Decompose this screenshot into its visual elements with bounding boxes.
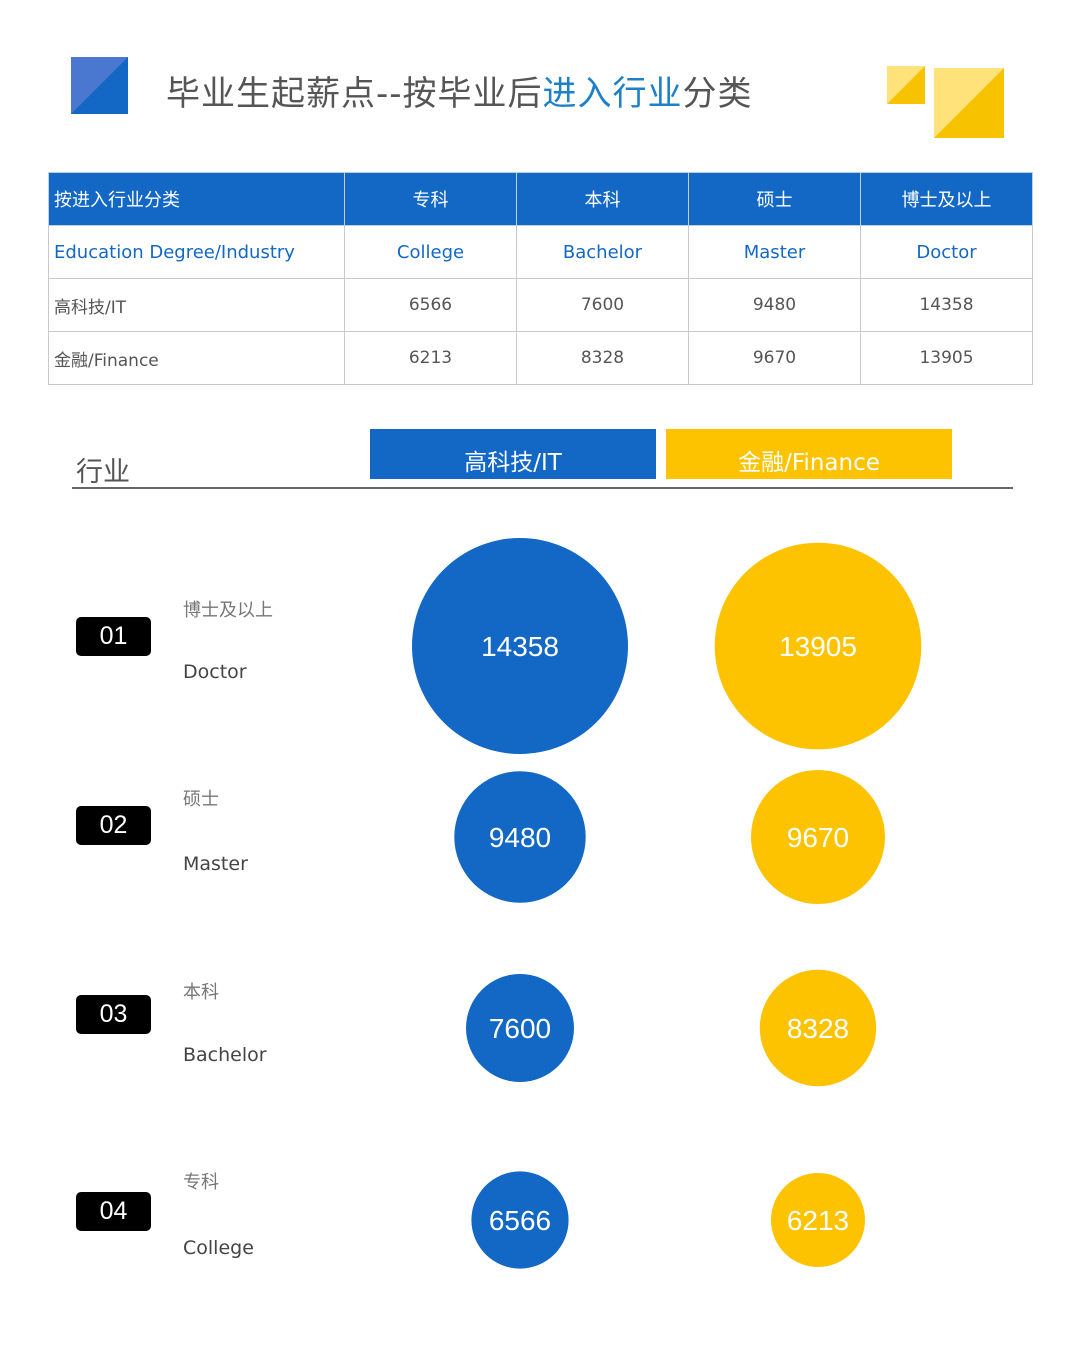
bubble-value-label: 8328 — [787, 1013, 849, 1044]
row-number-badge: 03 — [76, 995, 151, 1034]
header-cell-category: 按进入行业分类 — [48, 172, 345, 226]
bubble-finance-college — [771, 1173, 865, 1267]
bubble-value-label: 7600 — [489, 1013, 551, 1044]
degree-label-en: College — [183, 1237, 254, 1259]
degree-label-cn: 硕士 — [183, 789, 219, 810]
degree-label-cn: 博士及以上 — [183, 600, 273, 621]
table-cell: 7600 — [516, 278, 689, 332]
en-cell-master: Master — [688, 225, 861, 279]
bubble-finance-bachelor — [759, 969, 877, 1087]
legend-it: 高科技/IT — [370, 429, 656, 479]
legend-finance: 金融/Finance — [666, 429, 952, 479]
en-cell-doctor: Doctor — [860, 225, 1033, 279]
title-highlight: 进入行业 — [542, 74, 683, 114]
bubble-finance-master — [751, 770, 885, 904]
bubble-value-label: 9670 — [787, 822, 849, 853]
table-english-row: Education Degree/Industry College Bachel… — [48, 225, 1033, 279]
degree-label-en: Bachelor — [183, 1044, 267, 1066]
table-cell: 9480 — [688, 278, 861, 332]
table-header-row: 按进入行业分类 专科 本科 硕士 博士及以上 — [48, 172, 1033, 226]
page-title: 毕业生起薪点--按毕业后进入行业分类 — [166, 66, 753, 115]
table-cell: 9670 — [688, 331, 861, 385]
bubble-it-doctor — [412, 538, 628, 754]
deco-square-small — [887, 66, 925, 104]
header-cell-master: 硕士 — [688, 172, 861, 226]
row-number-badge: 01 — [76, 617, 151, 656]
bubble-value-label: 14358 — [481, 631, 559, 662]
bubble-value-label: 6213 — [787, 1205, 849, 1236]
title-suffix: 分类 — [682, 74, 753, 114]
bubble-finance-doctor — [714, 542, 922, 750]
table-cell: 13905 — [860, 331, 1033, 385]
en-cell-college: College — [344, 225, 517, 279]
axis-divider — [72, 487, 1013, 489]
row-number-badge: 02 — [76, 806, 151, 845]
en-cell-category: Education Degree/Industry — [48, 225, 345, 279]
table-row-it: 高科技/IT 6566 7600 9480 14358 — [48, 278, 1033, 332]
title-prefix: 毕业生起薪点--按毕业后 — [166, 74, 543, 114]
row-number-badge: 04 — [76, 1192, 151, 1231]
table-cell: 8328 — [516, 331, 689, 385]
bubble-value-label: 13905 — [779, 631, 857, 662]
header-cell-bachelor: 本科 — [516, 172, 689, 226]
salary-table: 按进入行业分类 专科 本科 硕士 博士及以上 Education Degree/… — [48, 172, 1033, 385]
header-cell-college: 专科 — [344, 172, 517, 226]
table-row-finance: 金融/Finance 6213 8328 9670 13905 — [48, 331, 1033, 385]
degree-label-cn: 专科 — [183, 1172, 219, 1193]
en-cell-bachelor: Bachelor — [516, 225, 689, 279]
degree-label-en: Master — [183, 853, 248, 875]
degree-label-cn: 本科 — [183, 982, 219, 1003]
axis-label-industry: 行业 — [76, 457, 130, 488]
bubble-it-college — [471, 1171, 569, 1269]
bubble-it-bachelor — [466, 974, 574, 1082]
bubble-value-label: 9480 — [489, 822, 551, 853]
deco-square-large — [934, 68, 1004, 138]
header-cell-doctor: 博士及以上 — [860, 172, 1033, 226]
bubble-value-label: 6566 — [489, 1205, 551, 1236]
bubble-it-master — [454, 771, 586, 903]
degree-label-en: Doctor — [183, 661, 247, 683]
logo-left-square — [71, 57, 128, 114]
